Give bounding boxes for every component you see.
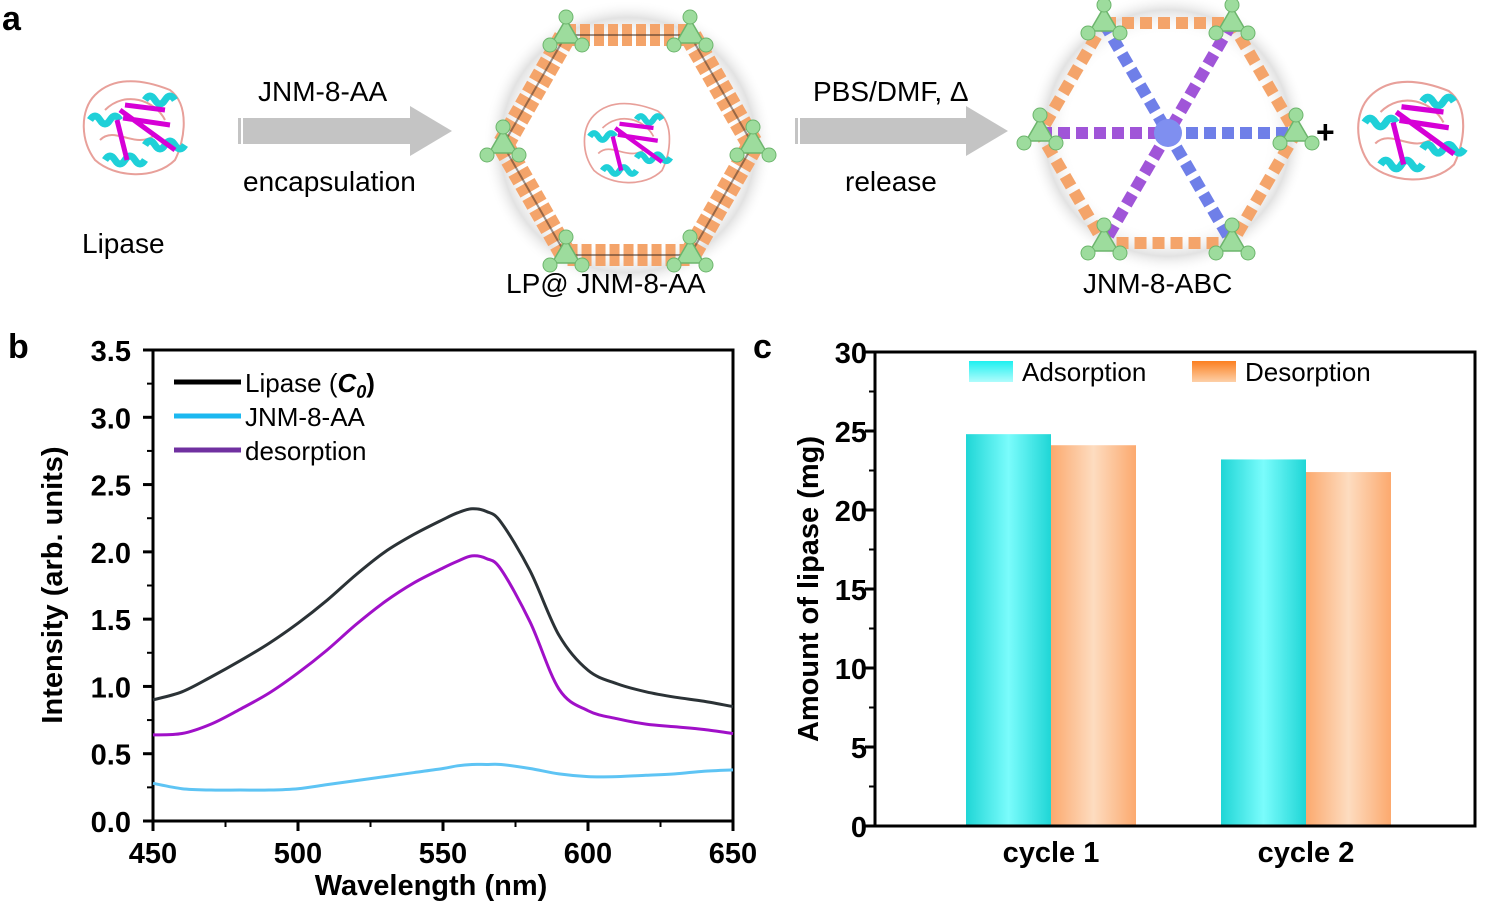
step2-process-label: release xyxy=(845,166,937,197)
x-tick-label: 500 xyxy=(274,838,322,870)
lipase-amount-bar-chart: 0 5 10 15 20 25 30 cycle 1 cycle 2 Adsorption De… xyxy=(793,338,1477,869)
arrow-right-icon xyxy=(795,106,1008,156)
schematic-panel xyxy=(0,0,1492,290)
x-tick-label: 650 xyxy=(709,838,757,870)
legend-label: Desorption xyxy=(1245,357,1371,387)
series-line-jnm-8-aa xyxy=(152,762,734,792)
y-tick-label: 2.0 xyxy=(91,538,131,570)
x-axis-label-b: Wavelength (nm) xyxy=(315,870,548,902)
y-axis-label-c: Amount of lipase (mg) xyxy=(793,436,825,742)
step1-process-label: encapsulation xyxy=(243,166,416,197)
plot-frame-b xyxy=(151,348,735,823)
panel-label-c: c xyxy=(753,328,772,366)
y-tick-label: 0.5 xyxy=(91,740,131,772)
x-tick-label: 450 xyxy=(129,838,177,870)
cof-framework-with-enzyme-icon xyxy=(479,0,777,290)
product-label: JNM-8-ABC xyxy=(1083,268,1233,299)
y-tick-label: 3.5 xyxy=(91,336,131,368)
bar-desorption-cycle-2 xyxy=(1306,472,1391,826)
y-tick-label: 3.0 xyxy=(91,403,131,435)
legend-label-text: Lipase ( xyxy=(245,368,338,398)
x-tick-label: 600 xyxy=(564,838,612,870)
lipase-protein-icon xyxy=(1358,82,1464,180)
lipase-protein-icon xyxy=(84,81,185,174)
panel-label-a: a xyxy=(2,0,21,38)
series-line-lipase-c0- xyxy=(152,507,734,709)
legend-label: desorption xyxy=(245,436,366,466)
y-tick-label: 15 xyxy=(835,575,867,607)
y-tick-label: 25 xyxy=(835,417,867,449)
y-tick-label: 10 xyxy=(835,654,867,686)
legend-label-symbol: C xyxy=(338,368,358,398)
y-tick-label: 2.5 xyxy=(91,471,131,503)
legend-label-close: ) xyxy=(366,368,375,398)
x-category-label: cycle 1 xyxy=(1003,837,1100,869)
complex-label: LP@ JNM-8-AA xyxy=(506,268,706,299)
cof-framework-abc-icon xyxy=(1016,0,1320,273)
y-tick-label: 0.0 xyxy=(91,807,131,839)
y-axis-label-b: Intensity (arb. units) xyxy=(37,446,69,723)
y-tick-label: 5 xyxy=(851,733,867,765)
arrow-right-icon xyxy=(238,106,452,156)
lipase-label: Lipase xyxy=(82,228,165,259)
y-tick-label: 1.5 xyxy=(91,605,131,637)
y-tick-label: 1.0 xyxy=(91,672,131,704)
step2-reagent-label: PBS/DMF, Δ xyxy=(813,76,969,107)
legend-label: Lipase (C0) xyxy=(245,368,375,402)
legend-swatch xyxy=(969,361,1013,382)
bar-desorption-cycle-1 xyxy=(1051,445,1136,826)
x-category-label: cycle 2 xyxy=(1258,837,1355,869)
x-tick-label: 550 xyxy=(419,838,467,870)
y-tick-label: 30 xyxy=(835,338,867,370)
y-tick-label: 20 xyxy=(835,496,867,528)
legend-label-subscript: 0 xyxy=(356,382,366,402)
spectra-chart: 0.0 0.5 1.0 1.5 2.0 2.5 3.0 3.5 450 500 550 600 650… xyxy=(37,336,757,902)
bar-adsorption-cycle-1 xyxy=(966,434,1051,826)
step1-reagent-label: JNM-8-AA xyxy=(258,76,388,107)
panel-label-b: b xyxy=(8,328,29,366)
y-tick-label: 0 xyxy=(851,812,867,844)
legend-swatch xyxy=(1192,361,1236,382)
legend-label: Adsorption xyxy=(1022,357,1146,387)
series-line-desorption xyxy=(152,554,734,737)
plus-sign: + xyxy=(1316,114,1335,150)
bar-adsorption-cycle-2 xyxy=(1221,459,1306,826)
legend-label: JNM-8-AA xyxy=(245,402,366,432)
